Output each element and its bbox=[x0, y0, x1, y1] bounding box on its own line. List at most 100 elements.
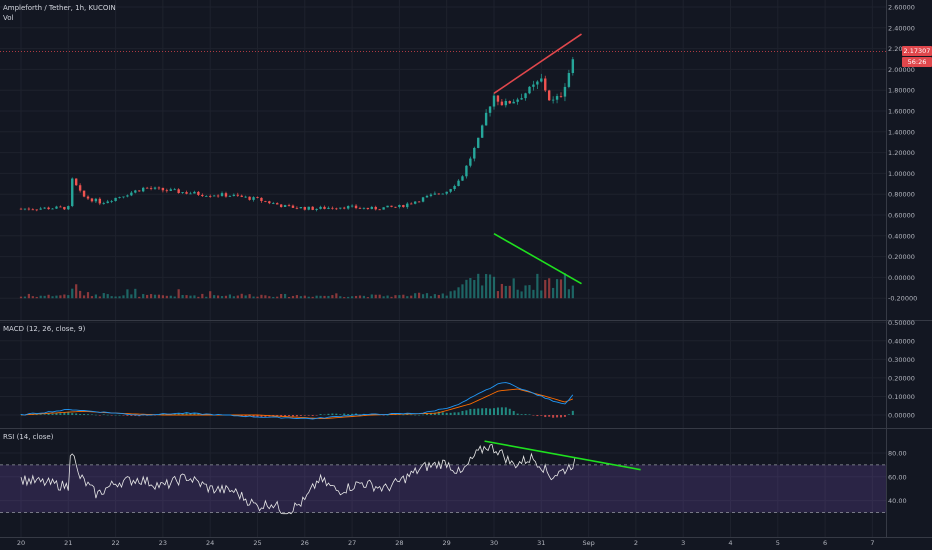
volume-bar bbox=[126, 289, 129, 299]
candle-body bbox=[173, 189, 176, 191]
candle-body bbox=[283, 205, 287, 207]
volume-bar bbox=[244, 295, 247, 299]
volume-bar bbox=[291, 295, 295, 299]
candle-body bbox=[421, 197, 425, 202]
macd-tick-label: 0.40000 bbox=[888, 337, 915, 345]
macd-histogram-bar bbox=[185, 412, 188, 415]
macd-histogram-bar bbox=[552, 415, 555, 418]
volume-bar bbox=[189, 295, 192, 299]
macd-histogram-bar bbox=[556, 415, 559, 418]
volume-bar bbox=[216, 295, 220, 299]
macd-histogram-bar bbox=[205, 413, 208, 415]
macd-histogram-bar bbox=[406, 414, 409, 415]
candle-body bbox=[216, 195, 220, 197]
price-tick-label: 2.40000 bbox=[888, 24, 915, 32]
macd-histogram-bar bbox=[83, 414, 86, 415]
volume-bar bbox=[35, 296, 38, 299]
volume-bar bbox=[492, 276, 496, 299]
macd-histogram-bar bbox=[327, 413, 330, 415]
volume-bar bbox=[102, 293, 105, 299]
macd-histogram-bar bbox=[197, 413, 200, 415]
volume-bar bbox=[51, 296, 54, 299]
candle-body bbox=[130, 192, 133, 196]
candle-body bbox=[496, 95, 500, 102]
volume-bar bbox=[315, 295, 318, 299]
volume-bar bbox=[563, 273, 567, 299]
candle-body bbox=[59, 206, 62, 208]
volume-bar bbox=[157, 294, 161, 299]
candle-body bbox=[465, 165, 468, 177]
candle-body bbox=[260, 197, 263, 201]
macd-histogram-bar bbox=[508, 408, 511, 415]
price-tick-label: 0.40000 bbox=[888, 232, 915, 240]
time-tick-label: 31 bbox=[537, 539, 545, 547]
macd-histogram-bar bbox=[154, 415, 157, 416]
macd-histogram-bar bbox=[90, 414, 93, 415]
candle-body bbox=[295, 207, 299, 209]
candle-body bbox=[149, 188, 153, 189]
candle-body bbox=[315, 208, 318, 210]
macd-histogram-bar bbox=[51, 413, 54, 415]
macd-tick-label: 0.10000 bbox=[888, 393, 915, 401]
macd-histogram-bar bbox=[94, 414, 97, 416]
candle-body bbox=[512, 101, 515, 104]
candle-body bbox=[394, 206, 397, 208]
volume-bar bbox=[169, 295, 172, 299]
candle-body bbox=[90, 198, 94, 202]
volume-bar bbox=[59, 295, 62, 299]
volume-bar bbox=[283, 293, 287, 299]
candle-body bbox=[437, 193, 441, 195]
candle-body bbox=[307, 206, 310, 210]
volume-bar bbox=[177, 289, 180, 299]
candle-body bbox=[532, 84, 535, 87]
volume-bar bbox=[351, 296, 354, 299]
candle-body bbox=[413, 201, 417, 204]
candle-body bbox=[78, 185, 82, 191]
volume-bar bbox=[228, 294, 232, 299]
candle-body bbox=[189, 193, 192, 195]
candle-body bbox=[417, 201, 421, 203]
macd-histogram-bar bbox=[445, 412, 448, 415]
candle-body bbox=[358, 208, 362, 209]
volume-bar bbox=[118, 296, 121, 299]
candle-body bbox=[71, 178, 74, 207]
macd-histogram-bar bbox=[299, 415, 302, 416]
volume-bar bbox=[307, 296, 310, 299]
macd-histogram-bar bbox=[173, 413, 176, 415]
rsi-legend: RSI (14, close) bbox=[3, 433, 54, 441]
volume-bar bbox=[378, 294, 381, 299]
volume-bar bbox=[366, 297, 369, 299]
price-tick-label: 0.00000 bbox=[888, 274, 915, 282]
macd-histogram-bar bbox=[477, 408, 480, 415]
macd-histogram-bar bbox=[35, 414, 38, 416]
macd-histogram-bar bbox=[284, 415, 287, 417]
macd-histogram-bar bbox=[276, 415, 279, 416]
candle-body bbox=[86, 196, 90, 199]
macd-histogram-bar bbox=[75, 413, 78, 415]
grid-lines bbox=[0, 0, 886, 537]
volume-bar bbox=[23, 296, 27, 299]
macd-histogram-bar bbox=[39, 414, 42, 415]
candle-body bbox=[106, 201, 109, 204]
candle-body bbox=[453, 185, 456, 190]
volume-bar bbox=[256, 296, 259, 299]
candle-body bbox=[165, 190, 169, 192]
time-tick-label: 22 bbox=[111, 539, 119, 547]
macd-histogram-bar bbox=[319, 414, 322, 415]
volume-bar bbox=[441, 293, 444, 299]
candle-body bbox=[122, 196, 125, 198]
candle-body bbox=[488, 106, 492, 113]
volume-divergence-trendline bbox=[493, 233, 582, 285]
macd-histogram-bar bbox=[516, 413, 519, 415]
macd-histogram-bar bbox=[544, 415, 547, 418]
macd-pane bbox=[20, 382, 574, 420]
volume-bar bbox=[47, 294, 50, 299]
candle-body bbox=[94, 198, 98, 202]
time-tick-label: 28 bbox=[395, 539, 403, 547]
candle-body bbox=[374, 206, 377, 210]
volume-bar bbox=[469, 277, 472, 299]
volume-bar bbox=[110, 296, 113, 299]
candle-body bbox=[469, 158, 472, 166]
macd-tick-label: 0.50000 bbox=[888, 319, 915, 327]
